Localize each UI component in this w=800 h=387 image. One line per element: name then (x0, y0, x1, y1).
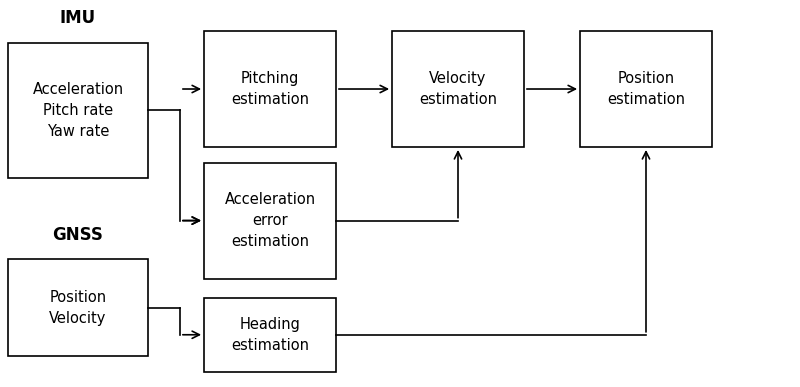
FancyBboxPatch shape (8, 43, 148, 178)
Text: Acceleration
error
estimation: Acceleration error estimation (225, 192, 315, 249)
FancyBboxPatch shape (392, 31, 524, 147)
FancyBboxPatch shape (204, 163, 336, 279)
Text: Pitching
estimation: Pitching estimation (231, 71, 309, 107)
FancyBboxPatch shape (204, 31, 336, 147)
Text: Heading
estimation: Heading estimation (231, 317, 309, 353)
Text: Acceleration
Pitch rate
Yaw rate: Acceleration Pitch rate Yaw rate (33, 82, 123, 139)
Text: Position
estimation: Position estimation (607, 71, 685, 107)
Text: GNSS: GNSS (53, 226, 103, 244)
Text: Velocity
estimation: Velocity estimation (419, 71, 497, 107)
FancyBboxPatch shape (204, 298, 336, 372)
Text: IMU: IMU (60, 9, 96, 27)
FancyBboxPatch shape (8, 259, 148, 356)
FancyBboxPatch shape (580, 31, 712, 147)
Text: Position
Velocity: Position Velocity (50, 289, 106, 326)
